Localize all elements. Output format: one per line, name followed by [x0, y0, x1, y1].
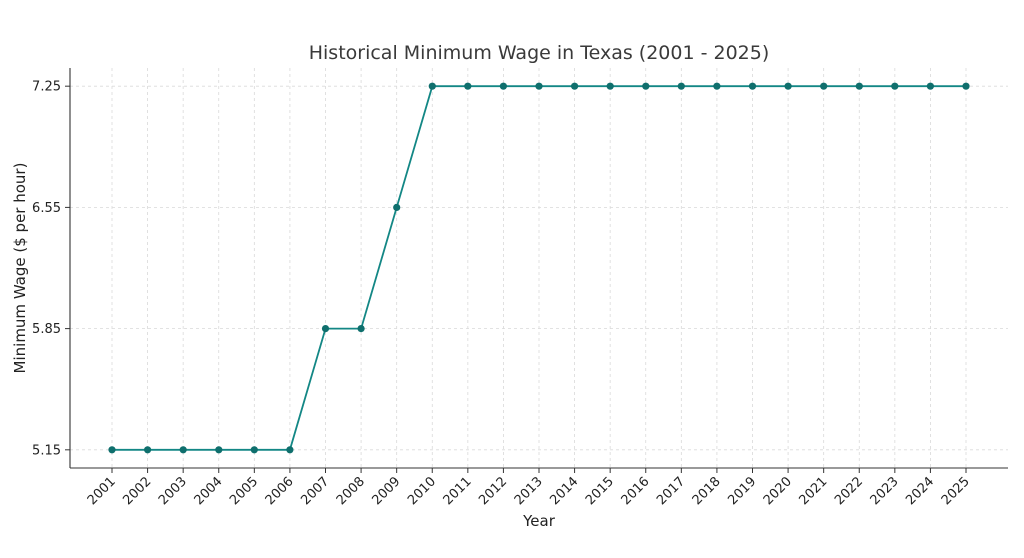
data-point [962, 82, 970, 90]
x-tick-label: 2010 [405, 474, 439, 508]
data-point [144, 446, 152, 454]
data-point [855, 82, 863, 90]
x-tick-label: 2020 [761, 474, 795, 508]
x-tick-label: 2018 [690, 474, 724, 508]
x-tick-label: 2006 [263, 474, 297, 508]
data-point [179, 446, 187, 454]
x-tick-label: 2012 [476, 474, 510, 508]
data-point [571, 82, 579, 90]
data-point [642, 82, 650, 90]
data-points [108, 82, 970, 454]
x-tick-label: 2009 [369, 474, 403, 508]
x-tick-label: 2004 [192, 474, 226, 508]
x-tick-label: 2024 [903, 474, 937, 508]
y-tick-label: 5.15 [32, 443, 61, 458]
data-point [820, 82, 828, 90]
x-tick-label: 2015 [583, 474, 617, 508]
x-tick-label: 2002 [120, 474, 154, 508]
x-tick-label: 2025 [939, 474, 973, 508]
x-tick-label: 2005 [227, 474, 261, 508]
x-tick-label: 2023 [868, 474, 902, 508]
x-tick-label: 2003 [156, 474, 190, 508]
x-tick-label: 2013 [512, 474, 546, 508]
data-point [748, 82, 757, 90]
x-axis-label: Year [522, 512, 556, 530]
data-point [250, 446, 258, 454]
y-tick-label: 5.85 [32, 322, 61, 337]
data-point [784, 82, 792, 90]
data-point [464, 82, 472, 90]
data-point [357, 325, 365, 333]
data-point [286, 446, 294, 454]
y-tick-label: 6.55 [32, 201, 61, 216]
data-point [108, 446, 116, 454]
y-tick-label: 7.25 [32, 80, 61, 95]
x-tick-label: 2021 [796, 474, 830, 508]
data-point [891, 82, 899, 90]
x-tick-label: 2008 [334, 474, 368, 508]
data-point [926, 82, 935, 90]
x-tick-label: 2017 [654, 474, 688, 508]
x-tick-label: 2014 [547, 474, 581, 508]
x-tick-label: 2007 [298, 474, 332, 508]
data-point [393, 203, 401, 211]
y-ticks: 5.15 5.85 6.55 7.25 [32, 80, 70, 458]
x-tick-label: 2016 [619, 474, 653, 508]
data-point [606, 82, 614, 90]
data-point [713, 82, 721, 90]
data-point [499, 82, 507, 90]
x-ticks: 2001 2002 2003 2004 2005 2006 2007 2008 2009 2010… [85, 468, 973, 508]
data-point [677, 82, 685, 90]
data-point [215, 446, 223, 454]
y-axis-label: Minimum Wage ($ per hour) [11, 163, 29, 374]
x-tick-label: 2019 [725, 474, 759, 508]
grid [70, 68, 1008, 468]
data-point [535, 82, 543, 90]
x-tick-label: 2022 [832, 474, 866, 508]
x-tick-label: 2001 [85, 474, 119, 508]
chart-title: Historical Minimum Wage in Texas (2001 -… [309, 42, 770, 64]
data-point [428, 82, 436, 90]
data-point [321, 325, 330, 333]
x-tick-label: 2011 [441, 474, 475, 508]
